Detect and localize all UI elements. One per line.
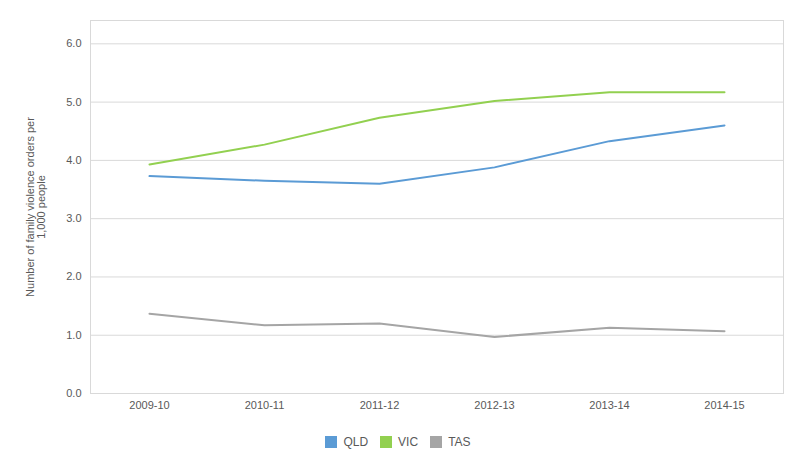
svg-text:2012-13: 2012-13 bbox=[474, 399, 514, 411]
html-text:VIC: VIC bbox=[398, 434, 419, 449]
svg-text:0.0: 0.0 bbox=[66, 387, 81, 399]
svg-text:6.0: 6.0 bbox=[66, 37, 81, 49]
svg-text:2013-14: 2013-14 bbox=[589, 399, 629, 411]
svg-text:2011-12: 2011-12 bbox=[360, 399, 400, 411]
svg-text:Number of family violence orde: Number of family violence orders per1,00… bbox=[24, 117, 47, 297]
svg-text:2010-11: 2010-11 bbox=[245, 399, 285, 411]
svg-text:5.0: 5.0 bbox=[66, 96, 81, 108]
html-text:QLD: QLD bbox=[343, 434, 369, 449]
svg-text:1.0: 1.0 bbox=[66, 329, 81, 341]
svg-text:3.0: 3.0 bbox=[66, 212, 81, 224]
svg-text:2009-10: 2009-10 bbox=[129, 399, 169, 411]
svg-text:2014-15: 2014-15 bbox=[704, 399, 744, 411]
html-text:TAS: TAS bbox=[448, 434, 471, 449]
svg-text:4.0: 4.0 bbox=[66, 154, 81, 166]
svg-text:2.0: 2.0 bbox=[66, 270, 81, 282]
